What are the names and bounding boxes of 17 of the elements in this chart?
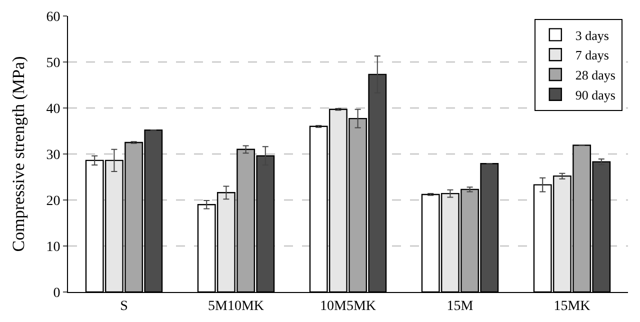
y-tick-label: 10 (46, 240, 60, 255)
y-tick-label: 30 (46, 148, 60, 163)
x-tick-label: 15MK (554, 298, 590, 314)
y-tick-label: 0 (53, 286, 60, 301)
legend-label: 28 days (575, 68, 616, 83)
y-tick-label: 20 (46, 194, 60, 209)
y-axis-title: Compressive strength (MPa) (9, 56, 28, 252)
y-tick-label: 40 (46, 102, 60, 117)
legend-label: 3 days (575, 28, 609, 43)
x-tick-label: S (120, 298, 128, 314)
x-tick-label: 15M (446, 298, 474, 314)
y-tick-label: 50 (46, 56, 60, 71)
y-tick-label: 60 (46, 10, 60, 25)
x-tick-label: 5M10MK (208, 298, 264, 314)
legend-label: 90 days (575, 87, 616, 102)
legend-label: 7 days (575, 48, 609, 63)
x-tick-label: 10M5MK (320, 298, 376, 314)
